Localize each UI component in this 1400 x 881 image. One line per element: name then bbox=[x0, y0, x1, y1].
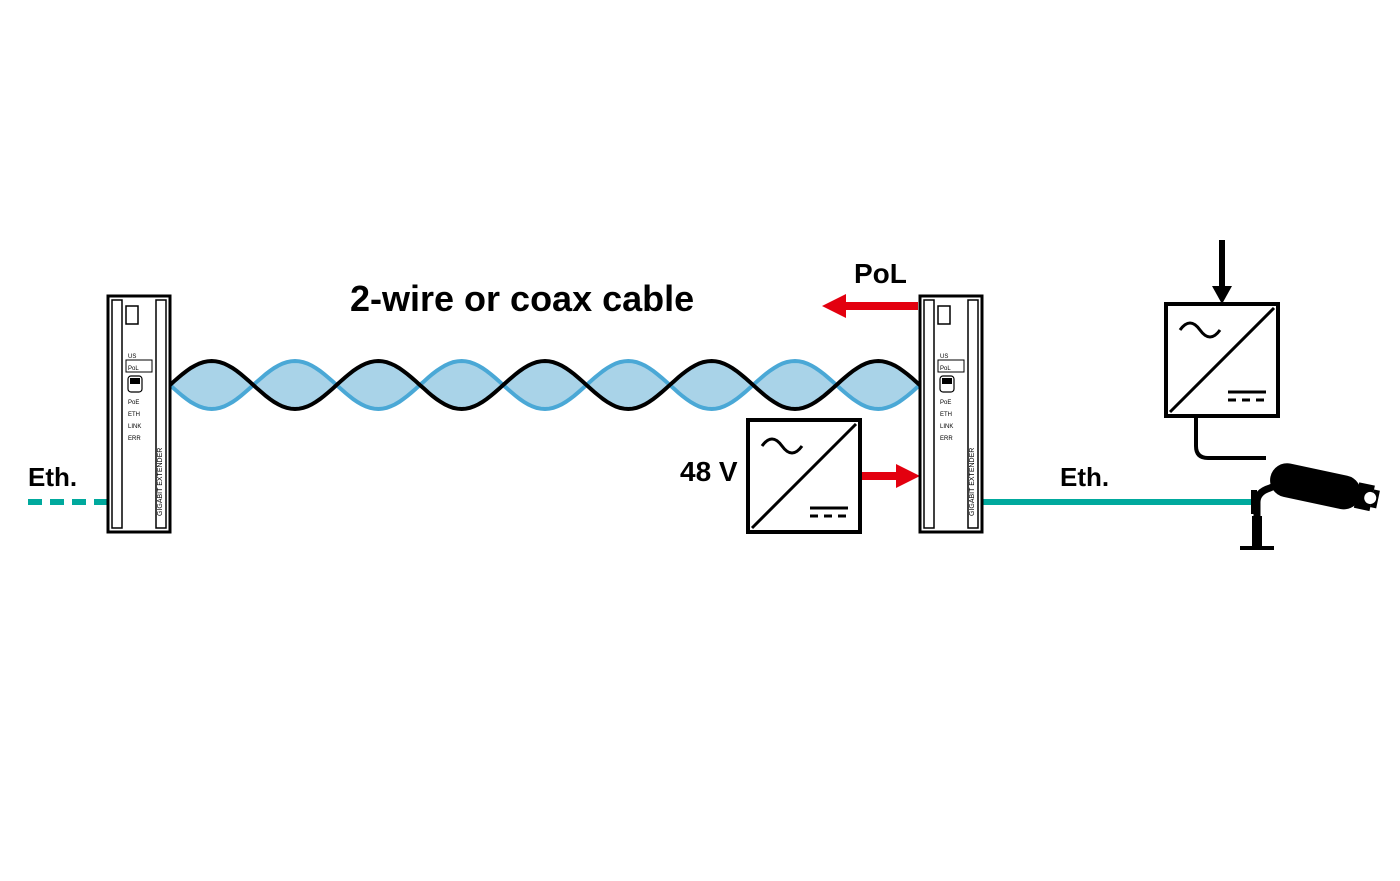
svg-text:PoE: PoE bbox=[940, 400, 951, 406]
top-input-arrow bbox=[1212, 240, 1232, 304]
svg-text:ERR: ERR bbox=[128, 436, 141, 442]
psu-48v bbox=[748, 420, 860, 532]
svg-text:ETH: ETH bbox=[940, 412, 952, 418]
svg-text:LINK: LINK bbox=[128, 424, 141, 430]
svg-text:PoL: PoL bbox=[940, 366, 951, 372]
extender-left: US PoL PoE ETH LINK ERR GIGABIT EXTENDER bbox=[108, 296, 170, 532]
pol-arrow bbox=[822, 294, 918, 318]
psu-arrow bbox=[862, 464, 920, 488]
svg-text:LINK: LINK bbox=[940, 424, 953, 430]
svg-text:ERR: ERR bbox=[940, 436, 953, 442]
svg-text:GIGABIT EXTENDER: GIGABIT EXTENDER bbox=[157, 448, 164, 516]
svg-text:ETH: ETH bbox=[128, 412, 140, 418]
svg-text:PoL: PoL bbox=[128, 366, 139, 372]
svg-text:US: US bbox=[128, 354, 136, 360]
camera-icon bbox=[1240, 460, 1382, 550]
svg-text:GIGABIT EXTENDER: GIGABIT EXTENDER bbox=[969, 448, 976, 516]
svg-text:PoE: PoE bbox=[128, 400, 139, 406]
twisted-cable bbox=[170, 361, 920, 409]
extender-right: US PoL PoE ETH LINK ERR GIGABIT EXTENDER bbox=[920, 296, 982, 532]
diagram-stage: 2-wire or coax cable PoL 48 V Eth. Eth. bbox=[0, 0, 1400, 881]
svg-text:US: US bbox=[940, 354, 948, 360]
psu-top bbox=[1166, 304, 1278, 458]
